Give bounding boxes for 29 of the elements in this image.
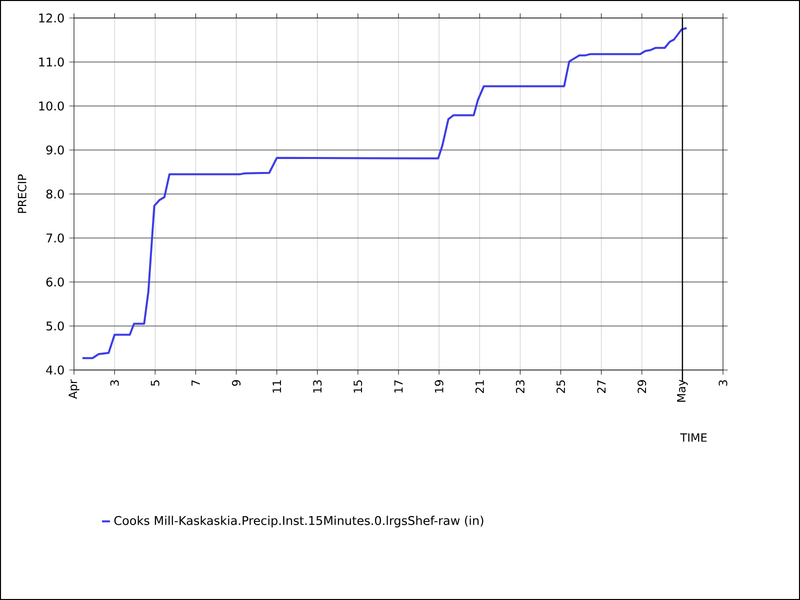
x-tick-label: 13 xyxy=(313,380,322,393)
x-tick-label: 29 xyxy=(638,380,646,393)
y-tick-label: 9.0 xyxy=(46,145,64,155)
x-tick-label: 3 xyxy=(110,380,119,386)
x-tick-label: 21 xyxy=(475,380,484,393)
y-tick-label: 6.0 xyxy=(46,277,64,287)
x-tick-label: 17 xyxy=(394,380,403,393)
x-tick-label: 15 xyxy=(354,380,362,393)
x-tick-label: 9 xyxy=(232,380,241,386)
legend-label: Cooks Mill-Kaskaskia.Precip.Inst.15Minutes.0.lrgsShef-raw (in) xyxy=(114,516,484,528)
y-tick-label: 8.0 xyxy=(46,189,64,199)
y-tick-label: 11.0 xyxy=(39,57,64,67)
y-tick-label: 12.0 xyxy=(39,13,64,23)
y-tick-label: 7.0 xyxy=(46,233,64,243)
x-tick-label: May xyxy=(677,380,688,402)
x-tick-label: 19 xyxy=(434,380,444,393)
x-tick-label: 11 xyxy=(272,380,281,393)
y-axis-title: PRECIP xyxy=(18,174,26,213)
y-tick-label: 5.0 xyxy=(46,321,64,331)
x-tick-label: 27 xyxy=(597,380,606,393)
x-tick-label: 25 xyxy=(556,380,566,393)
x-tick-label: 5 xyxy=(150,380,160,386)
y-tick-label: 4.0 xyxy=(46,365,64,375)
y-tick-label: 10.0 xyxy=(39,101,64,111)
x-tick-label: Apr xyxy=(68,379,80,399)
x-tick-label: 7 xyxy=(192,380,200,386)
x-tick-label: 23 xyxy=(516,380,524,393)
x-axis-title: TIME xyxy=(680,433,707,442)
x-tick-label: 3 xyxy=(718,380,728,386)
